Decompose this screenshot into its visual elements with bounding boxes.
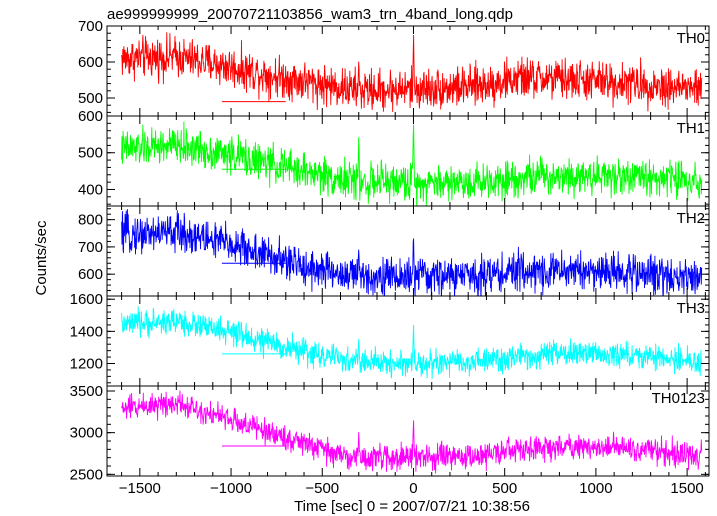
series-line-th2 xyxy=(121,209,703,296)
y-tick-label: 2500 xyxy=(70,466,103,483)
panel-label-th3: TH3 xyxy=(677,300,705,317)
x-tick-label: 1000 xyxy=(579,480,612,497)
series-line-th0 xyxy=(121,32,703,113)
x-tick-label: 0 xyxy=(409,480,417,497)
y-tick-label: 1200 xyxy=(70,356,103,373)
panel-frame xyxy=(106,25,710,117)
panel-th1: 400 500 600 TH1 xyxy=(78,108,710,207)
x-tick-label: −1500 xyxy=(119,480,161,497)
y-tick-label: 600 xyxy=(78,266,103,283)
panel-label-th1: TH1 xyxy=(677,120,705,137)
x-tick-label: −1000 xyxy=(210,480,252,497)
panel-label-th0123: TH0123 xyxy=(652,390,705,407)
panel-th0: 500 600 700 TH0 xyxy=(78,18,710,117)
series-line-th0123 xyxy=(121,390,703,474)
panel-th2: 600 700 800 TH2 xyxy=(78,205,710,297)
y-tick-label: 800 xyxy=(78,212,103,229)
x-tick-label: 1500 xyxy=(670,480,703,497)
y-tick-label: 3000 xyxy=(70,425,103,442)
chart-title: ae999999999_20070721103856_wam3_trn_4ban… xyxy=(107,6,513,23)
x-axis-label: Time [sec] 0 = 2007/07/21 10:38:56 xyxy=(294,498,530,515)
x-tick-label: 500 xyxy=(492,480,517,497)
y-tick-label: 500 xyxy=(78,145,103,162)
y-tick-label: 600 xyxy=(78,54,103,71)
y-tick-label: 600 xyxy=(78,108,103,125)
y-tick-label: 400 xyxy=(78,181,103,198)
series-line-th1 xyxy=(121,121,703,206)
y-tick-label: 1400 xyxy=(70,323,103,340)
series-line-th3 xyxy=(121,306,702,380)
panel-th3: 1200 1400 1600 TH3 xyxy=(70,291,710,387)
y-tick-label: 700 xyxy=(78,239,103,256)
x-tick-label: −500 xyxy=(305,480,339,497)
panel-frame xyxy=(106,385,710,477)
panel-label-th2: TH2 xyxy=(677,210,705,227)
y-axis-label: Counts/sec xyxy=(33,220,50,296)
y-tick-label: 3500 xyxy=(70,383,103,400)
y-tick-label: 700 xyxy=(78,18,103,35)
y-tick-label: 1600 xyxy=(70,291,103,308)
panel-frame xyxy=(106,295,710,387)
panel-label-th0: TH0 xyxy=(677,30,705,47)
panel-th0123: 2500 3000 3500 TH0123 xyxy=(70,383,710,483)
y-tick-label: 500 xyxy=(78,90,103,107)
